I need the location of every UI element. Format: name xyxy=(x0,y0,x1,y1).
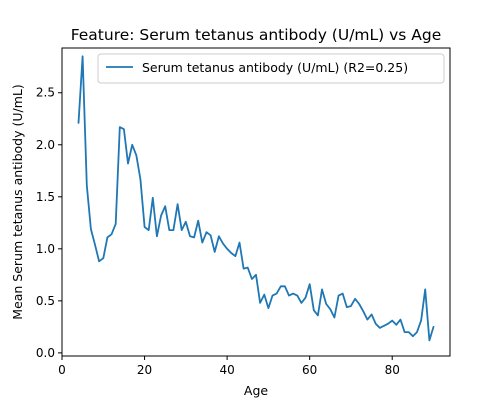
y-tick-label: 1.0 xyxy=(36,242,55,256)
series-line xyxy=(77,55,435,342)
chart-title: Feature: Serum tetanus antibody (U/mL) v… xyxy=(71,26,442,44)
y-axis-label: Mean Serum tetanus antibody (U/mL) xyxy=(10,84,25,319)
legend: Serum tetanus antibody (U/mL) (R2=0.25) xyxy=(97,53,445,84)
x-axis-label: Age xyxy=(244,383,268,398)
x-tick-label: 40 xyxy=(219,363,234,377)
y-tick-label: 2.5 xyxy=(36,86,55,100)
y-axis: 0.0 0.5 1.0 1.5 2.0 2.5 xyxy=(36,86,62,360)
x-tick-label: 80 xyxy=(385,363,400,377)
x-tick-label: 60 xyxy=(302,363,317,377)
series-layer xyxy=(77,55,435,342)
y-tick-label: 1.5 xyxy=(36,190,55,204)
legend-box xyxy=(97,53,445,84)
y-tick-label: 0.5 xyxy=(36,294,55,308)
x-axis: 0 20 40 60 80 xyxy=(58,356,400,377)
plot-area xyxy=(61,47,451,357)
y-tick-label: 2.0 xyxy=(36,138,55,152)
x-tick-label: 0 xyxy=(58,363,66,377)
legend-label: Serum tetanus antibody (U/mL) (R2=0.25) xyxy=(142,60,408,75)
x-tick-label: 20 xyxy=(137,363,152,377)
y-tick-label: 0.0 xyxy=(36,346,55,360)
